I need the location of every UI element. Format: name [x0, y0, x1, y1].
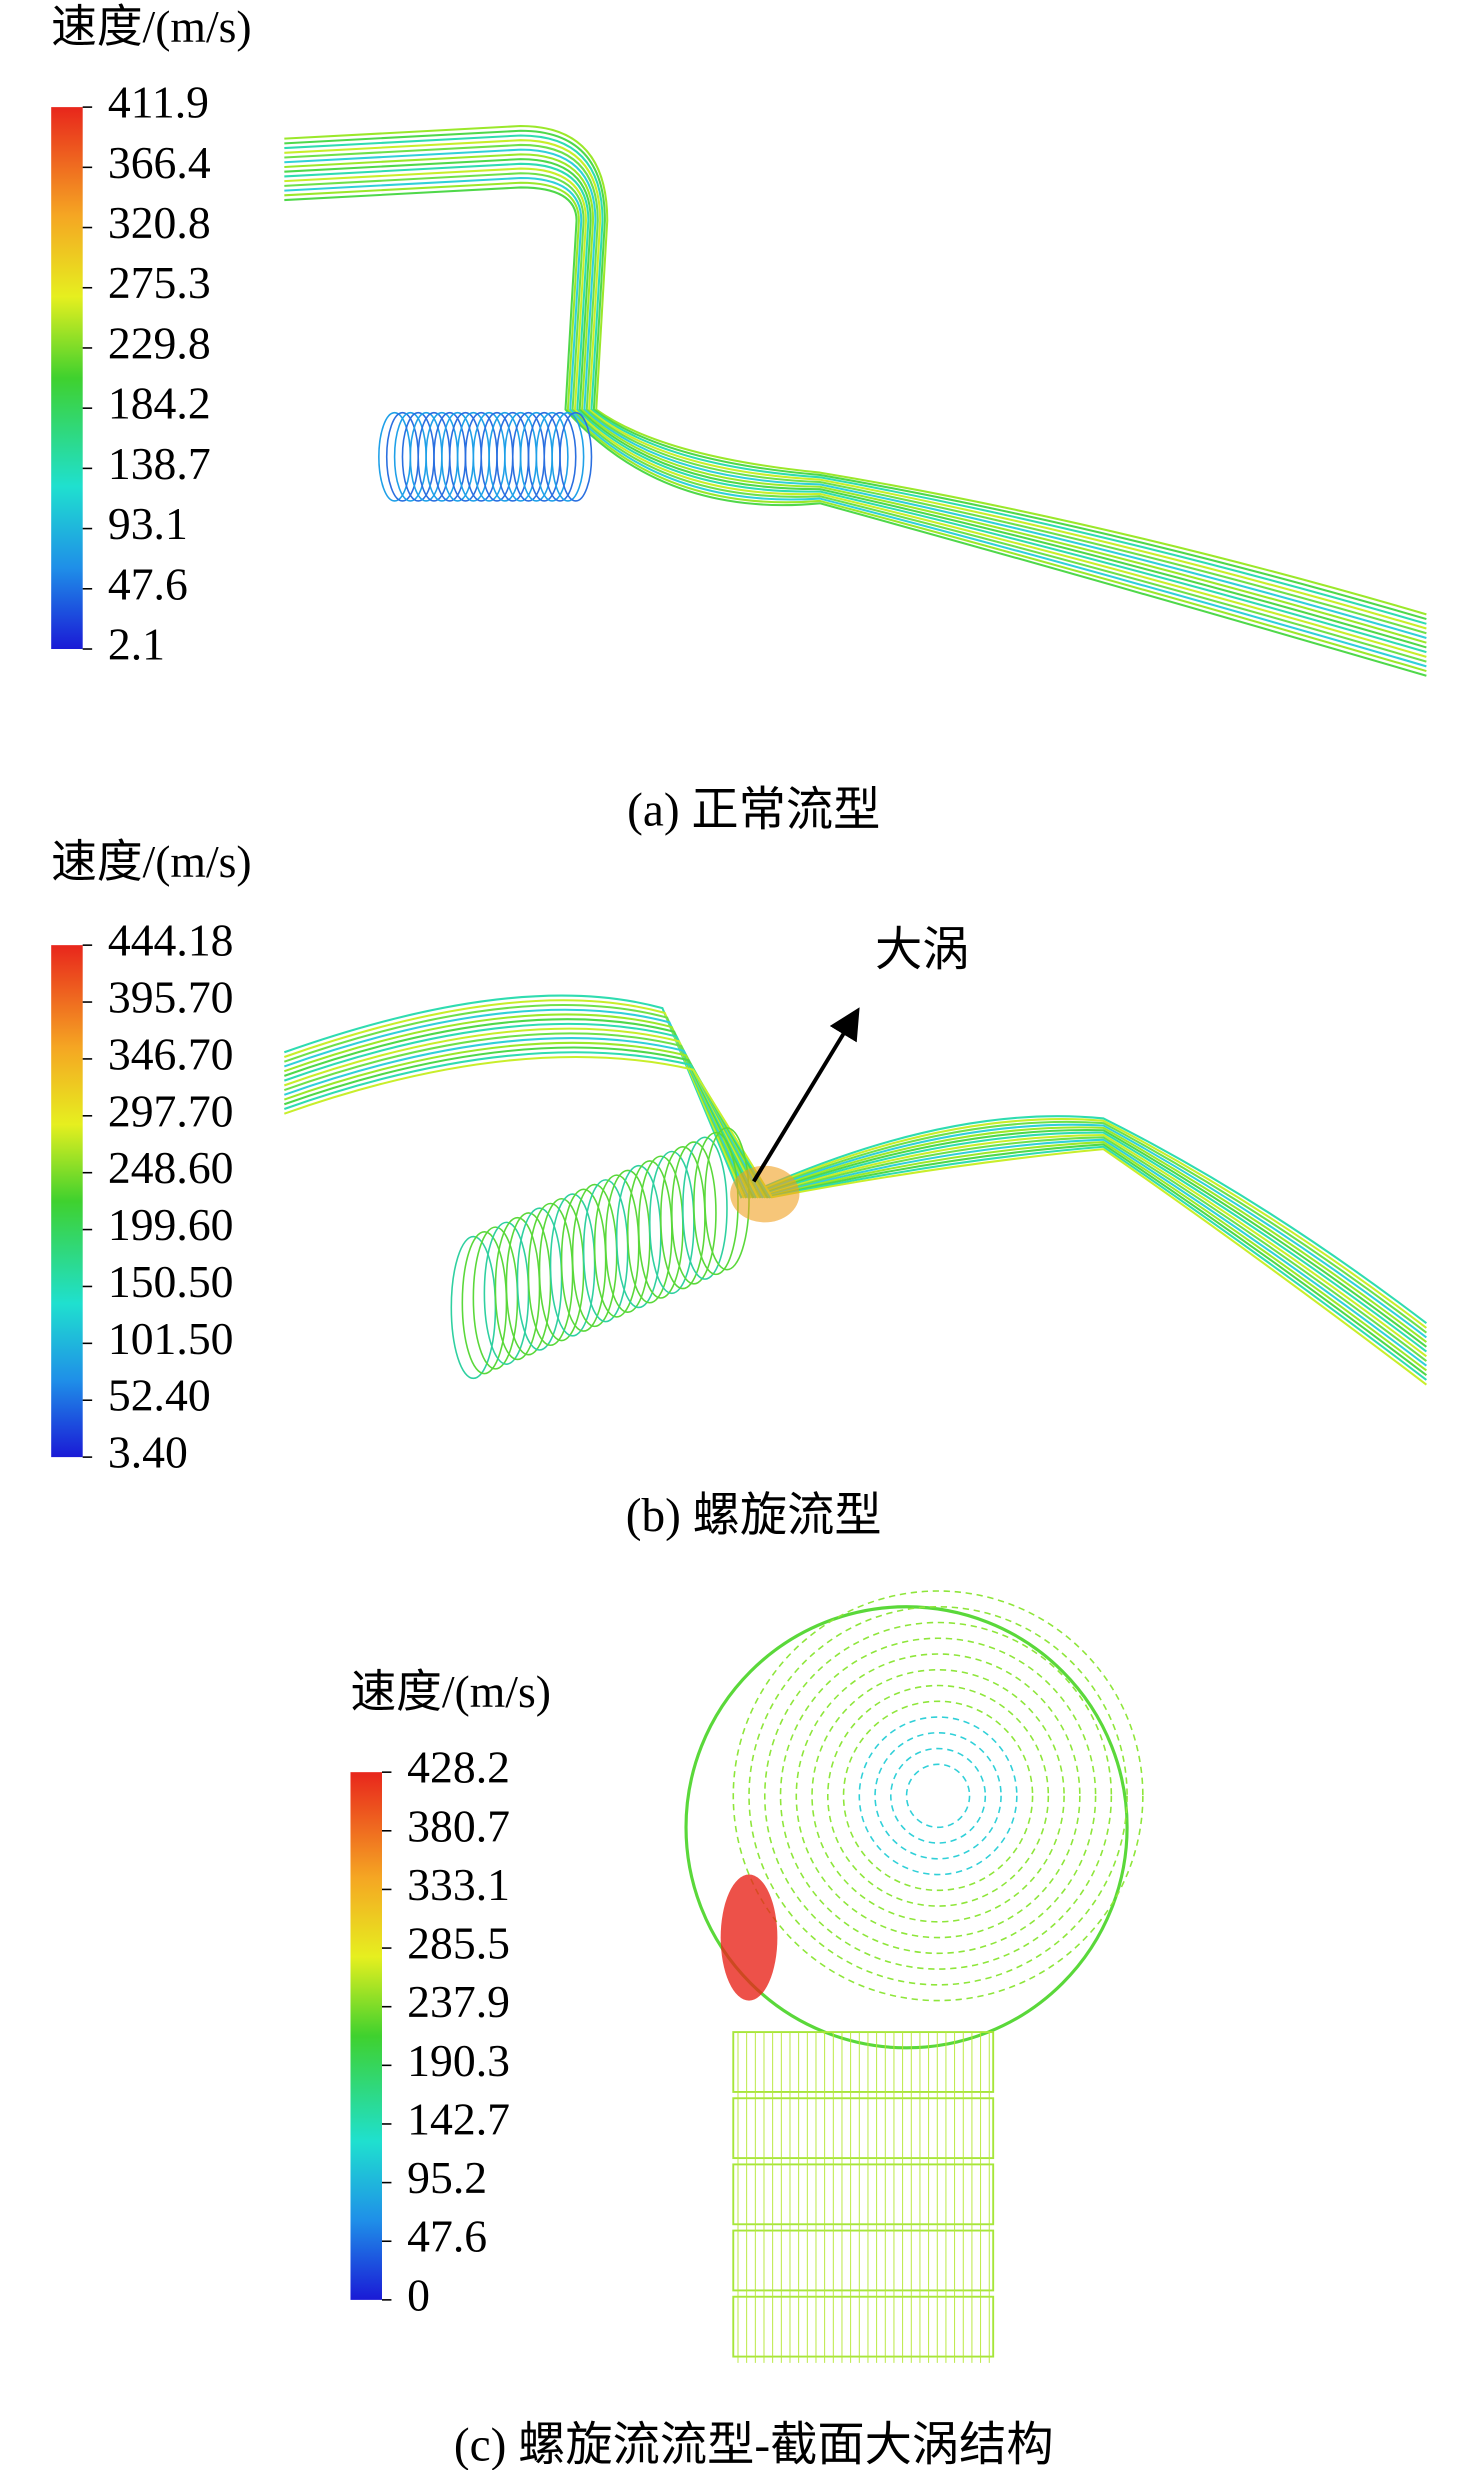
colorbar — [350, 1772, 382, 2300]
colorbar-label: 237.9 — [407, 1976, 510, 2027]
caption: (b) 螺旋流型 — [626, 1490, 882, 1542]
annotation-arrow — [752, 1007, 860, 1183]
colorbar — [51, 107, 83, 650]
swirl — [890, 1747, 987, 1844]
colorbar-label: 248.60 — [108, 1142, 234, 1193]
colorbar-label: 52.40 — [108, 1370, 211, 1421]
tube-section — [732, 2097, 995, 2160]
swirl — [763, 1621, 1113, 1970]
colorbar-label: 95.2 — [407, 2152, 487, 2203]
colorbar-label: 380.7 — [407, 1800, 510, 1851]
swirl — [732, 1590, 1144, 2002]
streamline — [283, 1018, 1428, 1348]
vortex-core — [730, 1165, 800, 1223]
colorbar-label: 395.70 — [108, 972, 234, 1023]
swirl — [905, 1763, 971, 1829]
streamline — [284, 167, 1427, 658]
streamline — [284, 176, 1427, 668]
vortex-loop — [551, 411, 585, 502]
streamline — [283, 994, 1428, 1325]
colorbar-label: 190.3 — [407, 2035, 510, 2086]
streamline — [284, 129, 1427, 621]
streamline — [284, 181, 1427, 673]
streamline — [283, 1013, 1428, 1343]
tube-section — [732, 2229, 995, 2292]
colorbar-label: 0 — [407, 2269, 430, 2320]
colorbar-label: 184.2 — [108, 378, 211, 429]
cross-section — [684, 1605, 1129, 2050]
colorbar-label: 2.1 — [108, 618, 165, 669]
streamline — [283, 1051, 1428, 1381]
colorbar-label: 428.2 — [407, 1742, 510, 1793]
tube-section — [732, 2163, 995, 2226]
swirl — [858, 1716, 1018, 1876]
streamline — [283, 1055, 1428, 1386]
colorbar-label: 47.6 — [108, 558, 188, 609]
colorbar-label: 101.50 — [108, 1313, 234, 1364]
streamline — [284, 186, 1427, 677]
streamline — [284, 172, 1427, 663]
colorbar-label: 142.7 — [407, 2093, 510, 2144]
streamline — [283, 999, 1428, 1329]
streamline — [284, 158, 1427, 649]
colorbar-title: 速度/(m/s) — [51, 1, 251, 52]
colorbar-label: 138.7 — [108, 438, 211, 489]
caption: (a) 正常流型 — [627, 784, 880, 836]
tube-section — [732, 2295, 995, 2358]
colorbar-label: 333.1 — [407, 1859, 510, 1910]
colorbar-label: 346.70 — [108, 1028, 234, 1079]
colorbar-title: 速度/(m/s) — [51, 836, 251, 887]
vortex-loop — [559, 411, 593, 502]
tube-section — [732, 2031, 995, 2093]
streamline — [283, 1037, 1428, 1367]
annotation: 大涡 — [875, 924, 970, 976]
streamline — [284, 162, 1427, 654]
swirl — [842, 1700, 1034, 1892]
streamline — [283, 1041, 1428, 1372]
streamline — [284, 148, 1427, 639]
colorbar-label: 320.8 — [108, 197, 211, 248]
vortex-loop — [671, 1141, 717, 1285]
colorbar-label: 3.40 — [108, 1427, 188, 1478]
streamline — [283, 1022, 1428, 1353]
colorbar-label: 444.18 — [108, 915, 234, 966]
streamline — [283, 1046, 1428, 1377]
vortex-loop — [682, 1136, 728, 1280]
colorbar-label: 229.8 — [108, 317, 211, 368]
colorbar-label: 47.6 — [407, 2211, 487, 2262]
streamline — [283, 1008, 1428, 1339]
colorbar-label: 366.4 — [108, 137, 211, 188]
colorbar-label: 93.1 — [108, 498, 188, 549]
swirl — [779, 1637, 1097, 1955]
vortex-core — [720, 1874, 778, 2001]
colorbar-label: 297.70 — [108, 1085, 234, 1136]
streamline — [283, 1004, 1428, 1334]
colorbar — [51, 945, 83, 1458]
vortex-loop — [535, 411, 569, 502]
swirl — [795, 1653, 1081, 1939]
streamline — [284, 139, 1427, 630]
streamline — [284, 143, 1427, 635]
colorbar-label: 285.5 — [407, 1918, 510, 1969]
caption: (c) 螺旋流流型-截面大涡结构 — [454, 2419, 1054, 2470]
swirl — [748, 1605, 1128, 1986]
streamline — [283, 1027, 1428, 1358]
colorbar-label: 150.50 — [108, 1256, 234, 1307]
swirl — [874, 1731, 1002, 1860]
colorbar-label: 411.9 — [108, 77, 209, 128]
streamline — [284, 124, 1427, 616]
streamline — [284, 153, 1427, 644]
swirl — [827, 1684, 1050, 1907]
vortex-loop — [543, 411, 577, 502]
streamline — [284, 134, 1427, 625]
colorbar-label: 275.3 — [108, 257, 211, 308]
colorbar-label: 199.60 — [108, 1199, 234, 1250]
streamline — [283, 1032, 1428, 1362]
colorbar-title: 速度/(m/s) — [350, 1666, 550, 1717]
flow-visualization — [283, 124, 1428, 2363]
swirl — [811, 1668, 1065, 1923]
